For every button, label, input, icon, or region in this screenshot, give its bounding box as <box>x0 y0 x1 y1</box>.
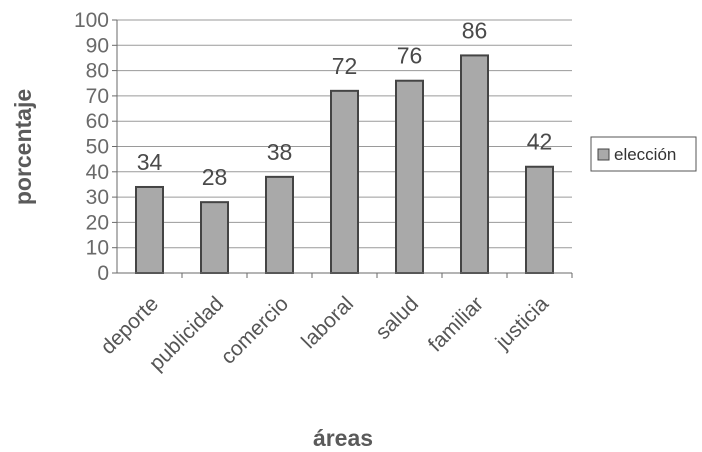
y-axis-title: porcentaje <box>10 89 36 205</box>
data-label: 28 <box>202 164 228 190</box>
y-tick-label: 30 <box>86 186 109 209</box>
y-tick-label: 20 <box>86 211 109 234</box>
legend-label: elección <box>614 145 676 164</box>
data-label: 72 <box>332 53 358 79</box>
x-tick-label: deporte <box>96 292 163 359</box>
x-tick-label: salud <box>371 292 423 344</box>
bar <box>525 165 554 275</box>
data-label: 38 <box>267 139 293 165</box>
bar <box>395 79 424 274</box>
y-tick-label: 90 <box>86 34 109 57</box>
bar <box>265 175 294 274</box>
data-label: 86 <box>462 17 488 43</box>
bars <box>135 54 554 275</box>
data-label: 34 <box>137 149 163 175</box>
data-label: 76 <box>397 43 423 69</box>
bar <box>330 89 359 274</box>
y-tick-label: 60 <box>86 110 109 133</box>
x-tick-label: familiar <box>424 292 488 356</box>
y-tick-label: 0 <box>97 262 109 285</box>
legend: elección <box>590 136 697 172</box>
bar <box>460 54 489 274</box>
y-tick-label: 40 <box>86 161 109 184</box>
y-tick-label: 70 <box>86 85 109 108</box>
x-tick-label: laboral <box>297 292 358 353</box>
x-tick-label: justicia <box>491 292 554 355</box>
bar <box>200 201 229 274</box>
bar <box>135 185 164 274</box>
y-tick-label: 50 <box>86 136 109 159</box>
data-labels: 34 28 38 72 76 86 42 <box>137 17 553 190</box>
y-tick-label: 100 <box>74 9 109 32</box>
data-label: 42 <box>527 129 553 155</box>
legend-swatch <box>597 148 610 161</box>
x-tick-label: comercio <box>217 292 294 369</box>
x-axis-title: áreas <box>313 425 373 451</box>
y-tick-label: 10 <box>86 237 109 260</box>
y-tick-label: 80 <box>86 60 109 83</box>
